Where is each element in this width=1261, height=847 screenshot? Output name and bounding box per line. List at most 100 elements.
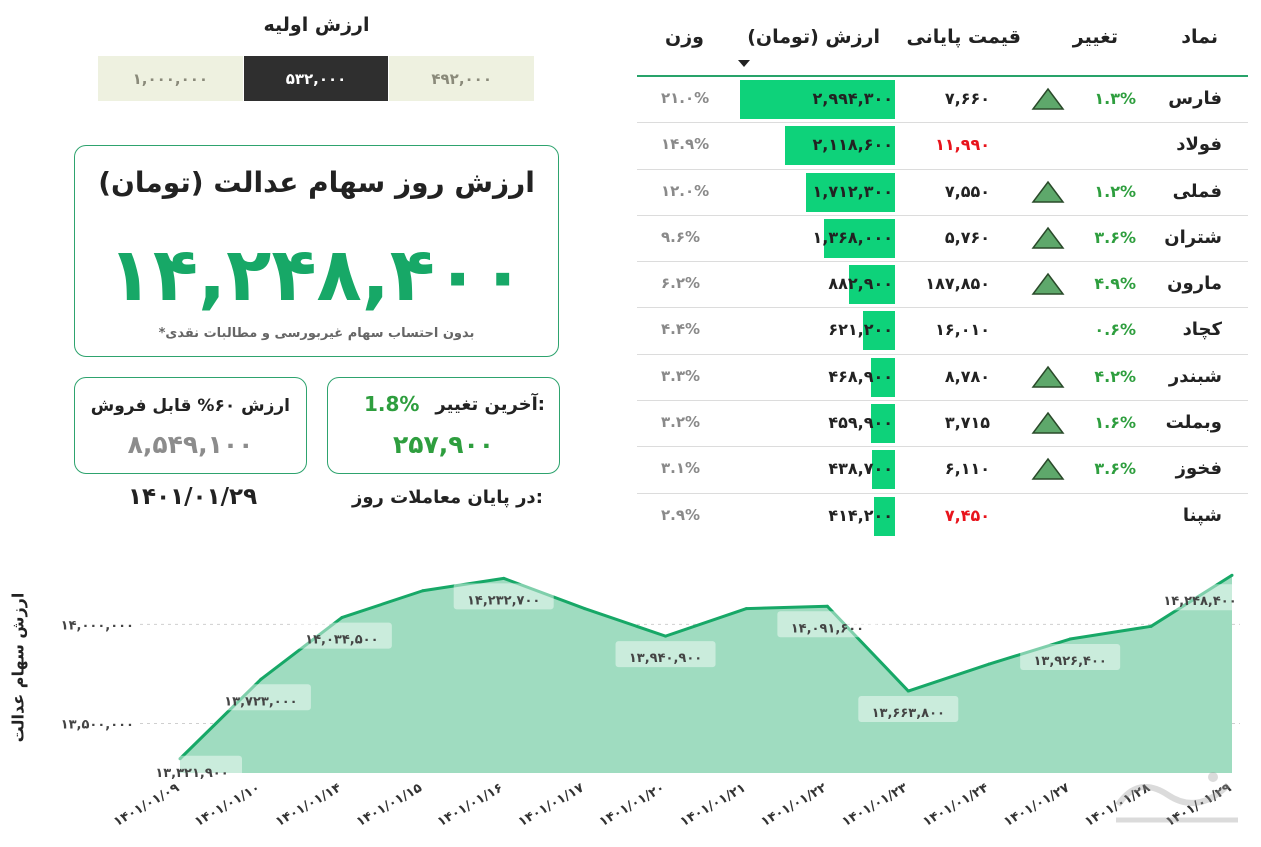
row-symbol[interactable]: فولاد [1176,134,1222,156]
last-change-amount: ۲۵۷,۹۰۰ [392,430,495,459]
row-value-bar [806,172,895,212]
data-label-box [777,611,878,638]
row-symbol[interactable]: شبندر [1168,365,1222,387]
row-price: ۳,۷۱۵ [944,413,990,433]
data-label-box [1150,584,1250,611]
x-tick-label: ۱۴۰۱/۰۱/۱۶ [435,780,506,829]
row-symbol[interactable]: شتران [1164,226,1222,248]
data-label-box [142,755,242,782]
series-line [178,573,1233,760]
holdings-table: نماد تغییر قیمت پایانی ارزش (تومان) وزن … [637,14,1248,540]
last-change-label: آخرین تغییر: [435,394,545,415]
area-fill [180,575,1232,773]
row-value-bar [785,126,895,166]
row-change: ۰.۶% [1094,320,1136,340]
table-row[interactable]: فملی ۱.۲% ۷,۵۵۰ ۱,۷۱۲,۳۰۰ ۱۲.۰% [637,170,1248,216]
table-row[interactable]: شتران ۳.۶% ۵,۷۶۰ ۱,۳۶۸,۰۰۰ ۹.۶% [637,216,1248,263]
data-point [987,662,991,666]
row-value-bar [871,357,895,397]
up-triangle-icon [1031,272,1065,295]
up-triangle-icon [1031,365,1065,388]
table-row[interactable]: فارس ۱.۳% ۷,۶۶۰ ۲,۹۹۴,۳۰۰ ۲۱.۰% [637,77,1248,124]
table-row[interactable]: کچاد ۰.۶% ۱۶,۰۱۰ ۶۲۱,۲۰۰ ۴.۴% [637,308,1248,355]
row-change: ۴.۲% [1094,366,1136,386]
table-row[interactable]: شپنا ۷,۴۵۰ ۴۱۴,۲۰۰ ۲.۹% [637,494,1248,540]
row-price: ۵,۷۶۰ [944,227,990,247]
data-label: ۱۴,۰۳۴,۵۰۰ [305,633,378,648]
data-point [259,677,263,681]
x-tick-label: ۱۴۰۱/۰۱/۲۰ [597,780,668,829]
data-point [502,576,506,580]
table-row[interactable]: وبملت ۱.۶% ۳,۷۱۵ ۴۵۹,۹۰۰ ۳.۲% [637,401,1248,448]
row-value-bar [863,311,895,351]
row-value-bar [871,404,895,444]
sort-desc-icon[interactable] [738,60,750,67]
data-point [1068,637,1072,641]
row-symbol[interactable]: وبملت [1165,412,1222,434]
up-triangle-icon [1031,458,1065,481]
x-tick-label: ۱۴۰۱/۰۱/۲۱ [678,780,749,829]
row-symbol[interactable]: فارس [1168,88,1222,109]
header-symbol[interactable]: نماد [1181,26,1218,48]
row-weight: ۱۲.۰% [661,181,710,200]
initial-value-selector: ۱,۰۰۰,۰۰۰ ۵۳۲,۰۰۰ ۴۹۲,۰۰۰ [98,56,536,101]
row-weight: ۳.۲% [661,413,701,432]
header-price[interactable]: قیمت پایانی [906,26,1021,48]
data-label: ۱۴,۲۴۸,۴۰۰ [1163,594,1236,609]
row-value: ۲,۱۱۸,۶۰۰ [812,135,893,155]
table-row[interactable]: مارون ۴.۹% ۱۸۷,۸۵۰ ۸۸۲,۹۰۰ ۶.۲% [637,262,1248,309]
data-label-box [615,641,716,668]
data-label-box [1020,644,1121,671]
initial-value-option-532000[interactable]: ۵۳۲,۰۰۰ [243,56,390,101]
row-weight: ۳.۱% [661,459,701,478]
row-price: ۸,۷۸۰ [944,366,990,386]
row-price: ۱۱,۹۹۰ [935,135,990,155]
table-row[interactable]: فخوز ۳.۶% ۶,۱۱۰ ۴۳۸,۷۰۰ ۳.۱% [637,447,1248,494]
table-row[interactable]: شبندر ۴.۲% ۸,۷۸۰ ۴۶۸,۹۰۰ ۳.۳% [637,355,1248,402]
row-value-bar [874,496,895,536]
row-value: ۴۵۹,۹۰۰ [828,413,893,433]
y-tick-label: ۱۳,۵۰۰,۰۰۰ [61,717,134,732]
data-point [1149,624,1153,628]
data-label: ۱۳,۹۲۶,۴۰۰ [1033,654,1106,669]
header-change[interactable]: تغییر [1072,26,1118,48]
data-label: ۱۳,۳۲۱,۹۰۰ [155,766,228,781]
header-weight[interactable]: وزن [665,26,704,48]
daily-value-card: ارزش روز سهام عدالت (تومان) ۱۴,۲۴۸,۴۰۰ *… [74,145,559,357]
data-point [744,607,748,611]
row-value-bar [849,265,895,305]
data-label: ۱۴,۲۳۲,۷۰۰ [467,593,540,608]
x-tick-label: ۱۴۰۱/۰۱/۲۷ [1001,780,1072,830]
up-triangle-icon [1031,226,1065,249]
data-point [421,589,425,593]
data-label: ۱۴,۰۹۱,۶۰۰ [791,621,864,636]
row-change: ۱.۲% [1094,181,1136,201]
value-area-chart: ۱۳,۵۰۰,۰۰۰ ۱۴,۰۰۰,۰۰۰ ۱۳,۳۲۱,۹۰۰ ۱۳,۷۲۳,۰۰۰… [61,573,1250,830]
row-weight: ۹.۶% [661,227,701,246]
row-weight: ۴.۴% [661,320,701,339]
data-point [906,689,910,693]
last-change-percent: 1.8% [364,392,420,416]
row-weight: ۳.۳% [661,366,701,385]
row-change: ۴.۹% [1094,274,1136,294]
row-symbol[interactable]: شپنا [1182,504,1222,526]
data-label: ۱۳,۷۲۳,۰۰۰ [224,694,297,709]
table-row[interactable]: فولاد ۱۱,۹۹۰ ۲,۱۱۸,۶۰۰ ۱۴.۹% [637,123,1248,170]
x-tick-label: ۱۴۰۱/۰۱/۰۹ [111,780,182,830]
initial-value-title: ارزش اولیه [263,14,370,36]
table-header: نماد تغییر قیمت پایانی ارزش (تومان) وزن [637,14,1248,77]
row-price: ۷,۴۵۰ [944,505,990,525]
row-value: ۸۸۲,۹۰۰ [828,274,893,294]
data-label-box [291,622,392,649]
x-tick-label: ۱۴۰۱/۰۱/۱۰ [192,780,263,829]
header-value[interactable]: ارزش (تومان) [747,26,880,48]
row-value: ۲,۹۹۴,۳۰۰ [812,89,893,108]
table-body: فارس ۱.۳% ۷,۶۶۰ ۲,۹۹۴,۳۰۰ ۲۱.۰% فولاد ۱۱,۹۹۰ ۲,… [637,77,1248,540]
row-symbol[interactable]: کچاد [1182,319,1222,341]
initial-value-option-492000[interactable]: ۴۹۲,۰۰۰ [389,56,536,101]
row-symbol[interactable]: مارون [1167,273,1222,295]
initial-value-option-1000000[interactable]: ۱,۰۰۰,۰۰۰ [98,56,244,101]
row-weight: ۱۴.۹% [661,135,710,154]
row-symbol[interactable]: فملی [1172,180,1222,202]
row-symbol[interactable]: فخوز [1175,458,1222,480]
